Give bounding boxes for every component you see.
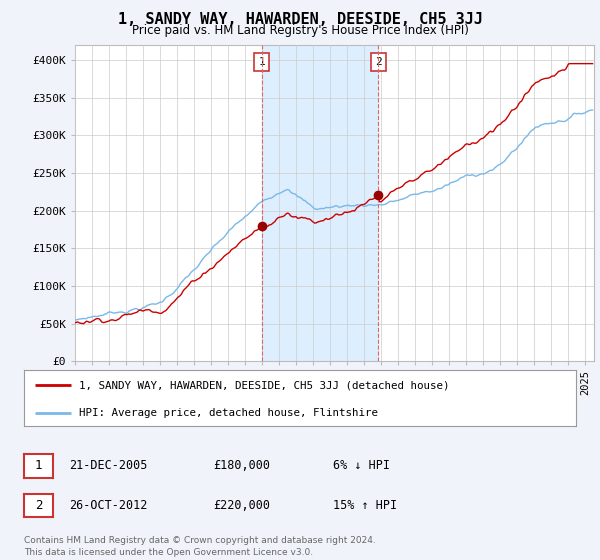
Text: HPI: Average price, detached house, Flintshire: HPI: Average price, detached house, Flin…	[79, 408, 378, 418]
Text: 2: 2	[375, 57, 382, 67]
Text: Contains HM Land Registry data © Crown copyright and database right 2024.
This d: Contains HM Land Registry data © Crown c…	[24, 536, 376, 557]
Text: 15% ↑ HPI: 15% ↑ HPI	[333, 499, 397, 512]
Text: 6% ↓ HPI: 6% ↓ HPI	[333, 459, 390, 473]
Text: 1, SANDY WAY, HAWARDEN, DEESIDE, CH5 3JJ: 1, SANDY WAY, HAWARDEN, DEESIDE, CH5 3JJ	[118, 12, 482, 27]
Bar	[262, 45, 379, 361]
Text: 1: 1	[258, 57, 265, 67]
Text: £180,000: £180,000	[213, 459, 270, 473]
Text: £220,000: £220,000	[213, 499, 270, 512]
Text: Price paid vs. HM Land Registry's House Price Index (HPI): Price paid vs. HM Land Registry's House …	[131, 24, 469, 37]
Text: 26-OCT-2012: 26-OCT-2012	[69, 499, 148, 512]
Text: 1: 1	[35, 459, 42, 473]
Text: 1, SANDY WAY, HAWARDEN, DEESIDE, CH5 3JJ (detached house): 1, SANDY WAY, HAWARDEN, DEESIDE, CH5 3JJ…	[79, 380, 450, 390]
Text: 21-DEC-2005: 21-DEC-2005	[69, 459, 148, 473]
Text: 2: 2	[35, 499, 42, 512]
